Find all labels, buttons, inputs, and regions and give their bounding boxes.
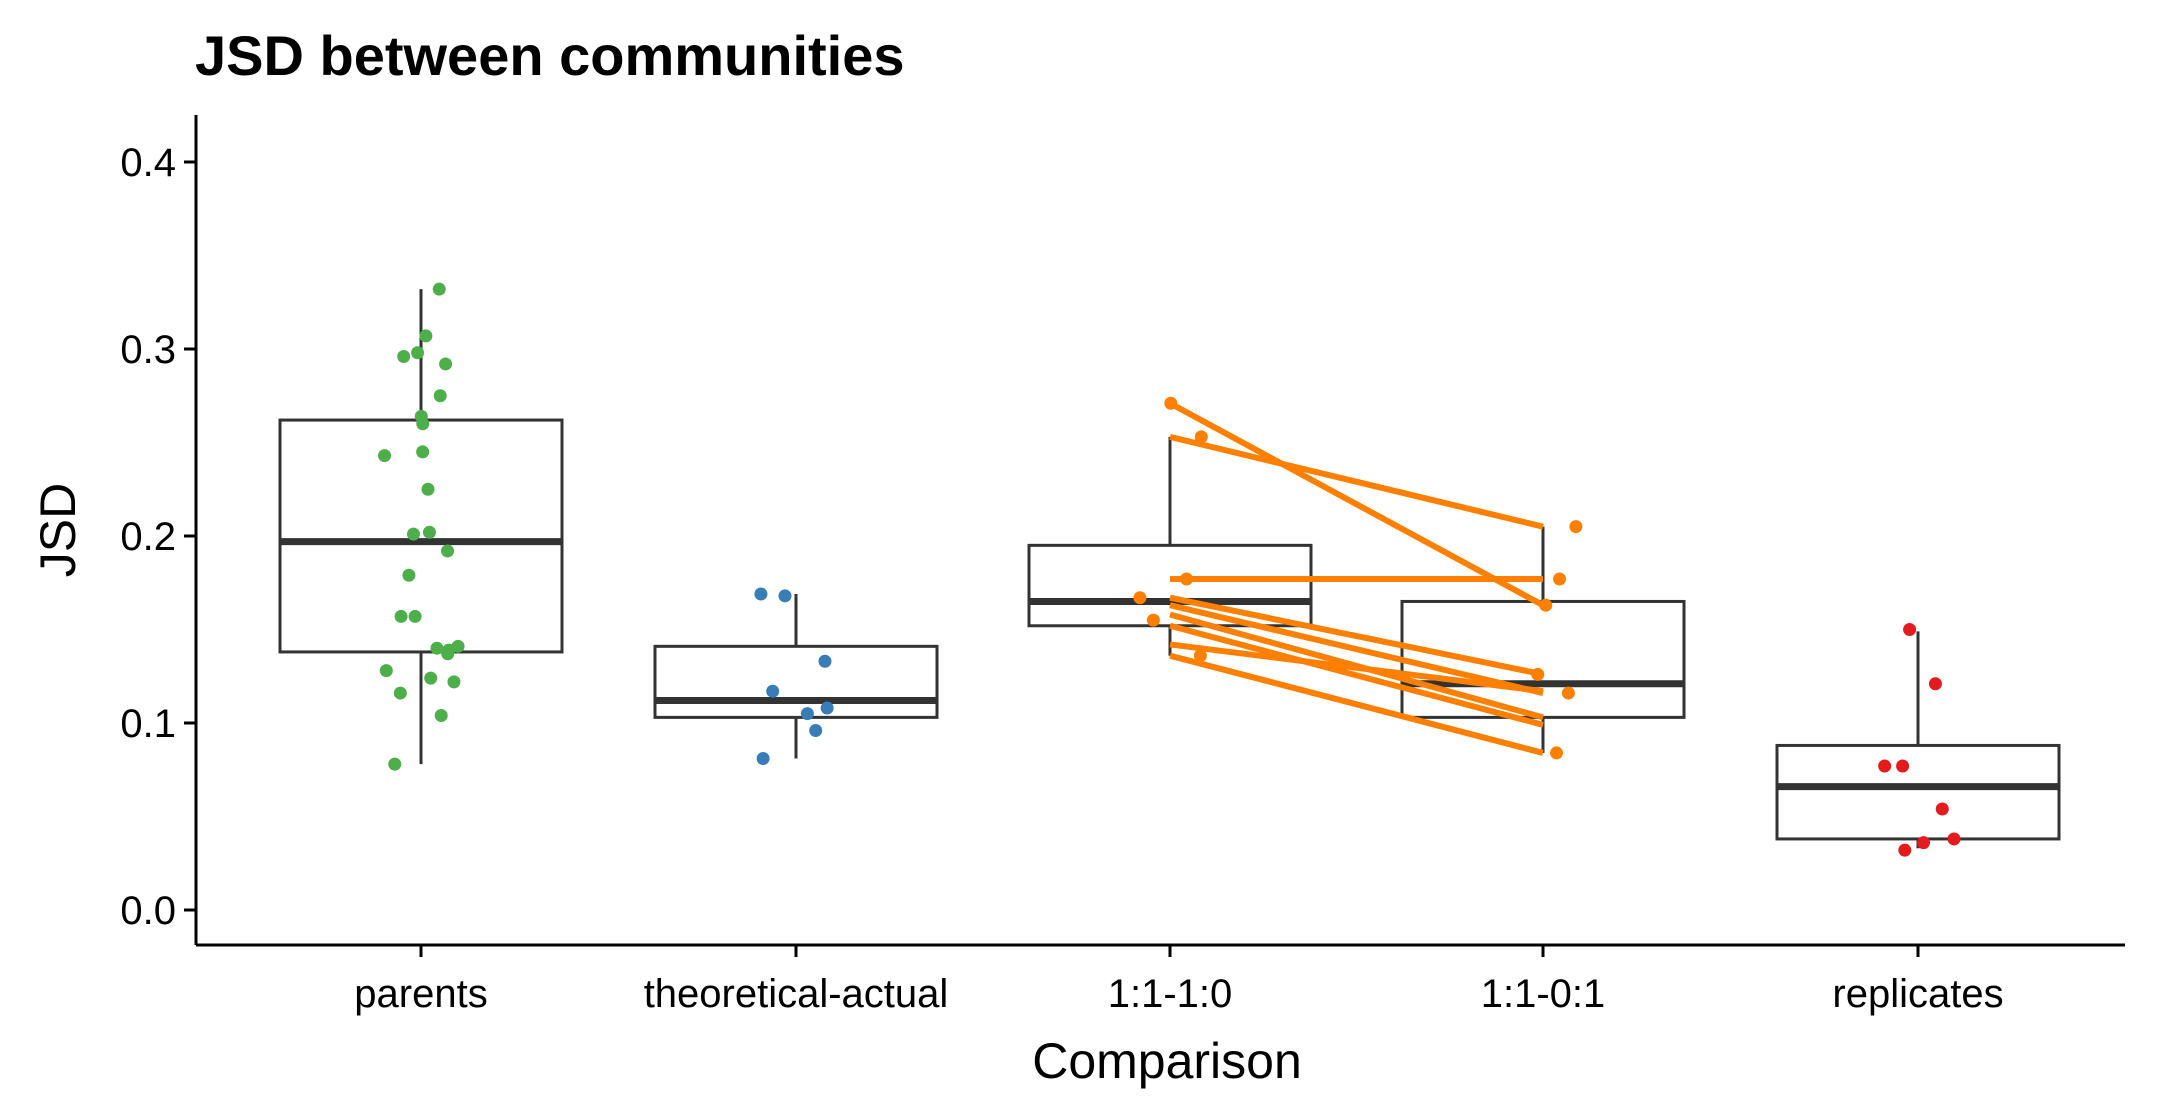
data-point-replicates	[1947, 832, 1961, 846]
data-point-replicates	[1903, 623, 1917, 636]
data-point-parents	[416, 417, 430, 431]
box-replicates	[1775, 631, 2061, 849]
data-point-parents	[402, 568, 416, 582]
paired-line	[1169, 594, 1544, 678]
data-point-replicates	[1916, 836, 1930, 850]
data-point-1:1-1:0	[1193, 649, 1207, 663]
data-point-1:1-1:0	[1146, 613, 1160, 627]
data-point-parents	[439, 357, 453, 371]
box-iqr	[653, 644, 939, 719]
x-axis-title: Comparison	[1032, 1033, 1302, 1089]
paired-line	[1169, 652, 1544, 756]
paired-line	[1169, 433, 1544, 530]
data-point-theoretical-actual	[809, 723, 823, 737]
x-tick-label: parents	[354, 972, 487, 1016]
data-point-parents	[411, 346, 425, 360]
data-point-1:1-0:1	[1561, 686, 1575, 700]
data-point-parents	[408, 609, 422, 623]
data-point-parents	[441, 647, 455, 661]
box-iqr	[1775, 743, 2061, 841]
data-point-parents	[407, 527, 421, 541]
data-point-parents	[441, 544, 455, 558]
data-point-parents	[434, 709, 448, 723]
y-tick-label: 0.2	[120, 515, 176, 559]
paired-line	[1168, 400, 1545, 608]
y-tick-label: 0.1	[120, 702, 176, 746]
data-point-parents	[419, 329, 433, 343]
data-point-theoretical-actual	[778, 589, 792, 603]
data-point-1:1-0:1	[1539, 598, 1553, 612]
data-point-theoretical-actual	[818, 654, 832, 668]
data-point-theoretical-actual	[820, 701, 834, 715]
data-point-parents	[394, 609, 408, 623]
y-tick-label: 0.3	[120, 328, 176, 372]
data-point-theoretical-actual	[766, 684, 780, 698]
data-point-parents	[379, 664, 393, 678]
data-point-theoretical-actual	[756, 752, 770, 766]
data-point-1:1-0:1	[1531, 667, 1545, 681]
data-point-parents	[447, 675, 461, 689]
box-1:1-0:1	[1400, 526, 1686, 753]
data-point-replicates	[1878, 759, 1892, 773]
data-point-1:1-1:0	[1194, 430, 1208, 444]
data-point-parents	[378, 449, 392, 463]
x-tick-label: replicates	[1832, 972, 2003, 1016]
paired-line	[1169, 641, 1544, 695]
box-iqr	[1027, 543, 1313, 628]
box-theoretical-actual	[653, 593, 939, 759]
paired-line	[1169, 602, 1544, 697]
data-point-parents	[397, 349, 411, 363]
data-point-parents	[422, 525, 436, 539]
paired-line	[1169, 622, 1544, 728]
data-point-parents	[388, 757, 402, 771]
data-point-parents	[421, 482, 435, 496]
data-point-parents	[432, 282, 446, 296]
y-tick-label: 0.0	[120, 889, 176, 933]
data-point-parents	[393, 686, 407, 700]
chart-title: JSD between communities	[195, 24, 905, 87]
data-point-1:1-0:1	[1569, 520, 1583, 534]
data-point-1:1-1:0	[1133, 591, 1147, 605]
data-point-parents	[430, 641, 444, 655]
data-point-1:1-0:1	[1553, 572, 1567, 586]
data-point-parents	[416, 445, 430, 459]
y-axis-title: JSD	[30, 483, 86, 577]
data-point-parents	[433, 389, 447, 403]
x-tick-label: theoretical-actual	[644, 972, 949, 1016]
data-point-theoretical-actual	[800, 707, 814, 721]
x-tick-label: 1:1-1:0	[1108, 972, 1233, 1016]
data-point-replicates	[1898, 843, 1912, 857]
y-tick-label: 0.4	[120, 141, 176, 185]
plot-area: 0.0 0.1 0.2 0.3 0.4 parents theoretical-actual…	[120, 115, 2125, 1016]
data-point-1:1-0:1	[1549, 746, 1563, 760]
data-point-parents	[424, 671, 438, 685]
box-parents	[278, 289, 564, 765]
data-point-replicates	[1935, 802, 1949, 816]
data-point-1:1-1:0	[1180, 572, 1194, 586]
data-point-replicates	[1896, 759, 1910, 773]
x-tick-label: 1:1-0:1	[1481, 972, 1606, 1016]
data-point-replicates	[1928, 677, 1942, 691]
data-point-1:1-1:0	[1164, 396, 1178, 410]
data-point-theoretical-actual	[754, 587, 768, 601]
box-1:1-1:0	[1027, 436, 1313, 656]
